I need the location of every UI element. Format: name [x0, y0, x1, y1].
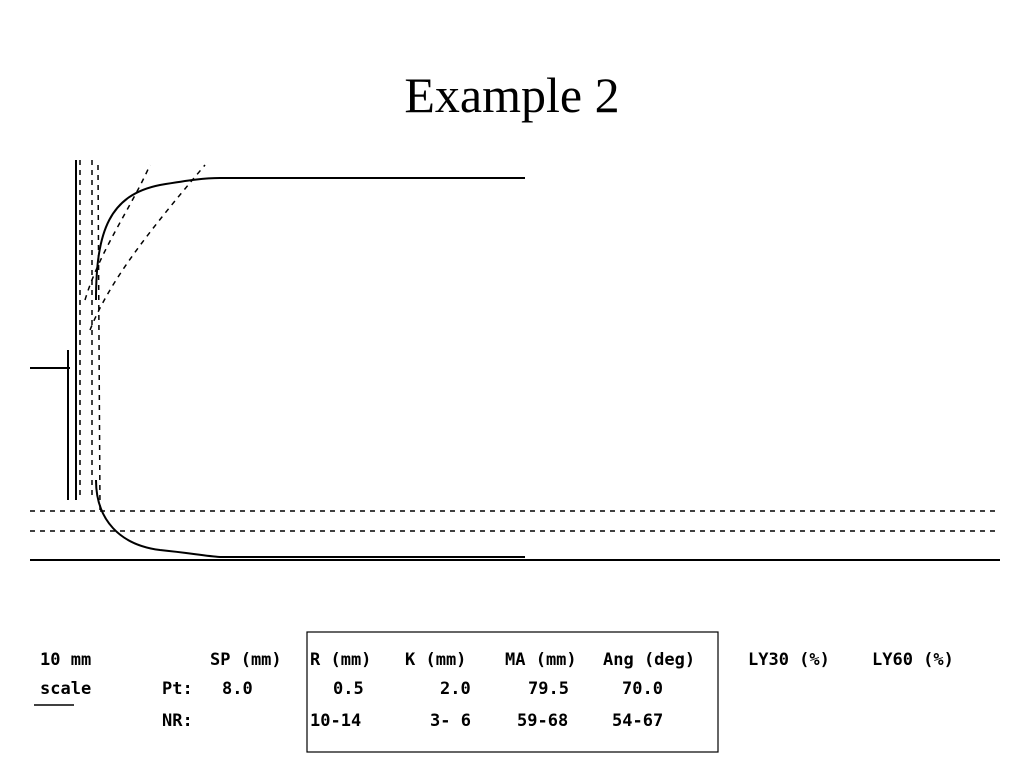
- cell: 2.0: [440, 679, 471, 699]
- cell: 54-67: [612, 711, 663, 731]
- dashed-curve: [89, 164, 206, 331]
- header: LY30 (%): [748, 650, 830, 670]
- scale-label: scale: [40, 679, 91, 699]
- results-box: [306, 631, 719, 753]
- cell: 59-68: [517, 711, 568, 731]
- cell: 79.5: [528, 679, 569, 699]
- scale-value: 10 mm: [40, 650, 91, 670]
- row-label: Pt:: [162, 679, 193, 699]
- dashed-line: [97, 164, 101, 511]
- cell: 70.0: [622, 679, 663, 699]
- cell: 3- 6: [430, 711, 471, 731]
- header: R (mm): [310, 650, 371, 670]
- cell: 0.5: [333, 679, 364, 699]
- cell: 8.0: [222, 679, 253, 699]
- trace-curve: [95, 479, 525, 558]
- header: K (mm): [405, 650, 466, 670]
- reference-tracing: [30, 160, 1000, 532]
- trace-curve: [95, 177, 525, 301]
- slide-title: Example 2: [404, 67, 619, 123]
- header: LY60 (%): [872, 650, 954, 670]
- header: Ang (deg): [603, 650, 695, 670]
- tracing: [30, 160, 1000, 561]
- results: 10 mm scale SP (mm) R (mm) K (mm) MA (mm…: [34, 631, 954, 753]
- cell: 10-14: [310, 711, 361, 731]
- dashed-curve: [84, 164, 151, 301]
- header: MA (mm): [505, 650, 577, 670]
- header: SP (mm): [210, 650, 282, 670]
- row-label: NR:: [162, 711, 193, 731]
